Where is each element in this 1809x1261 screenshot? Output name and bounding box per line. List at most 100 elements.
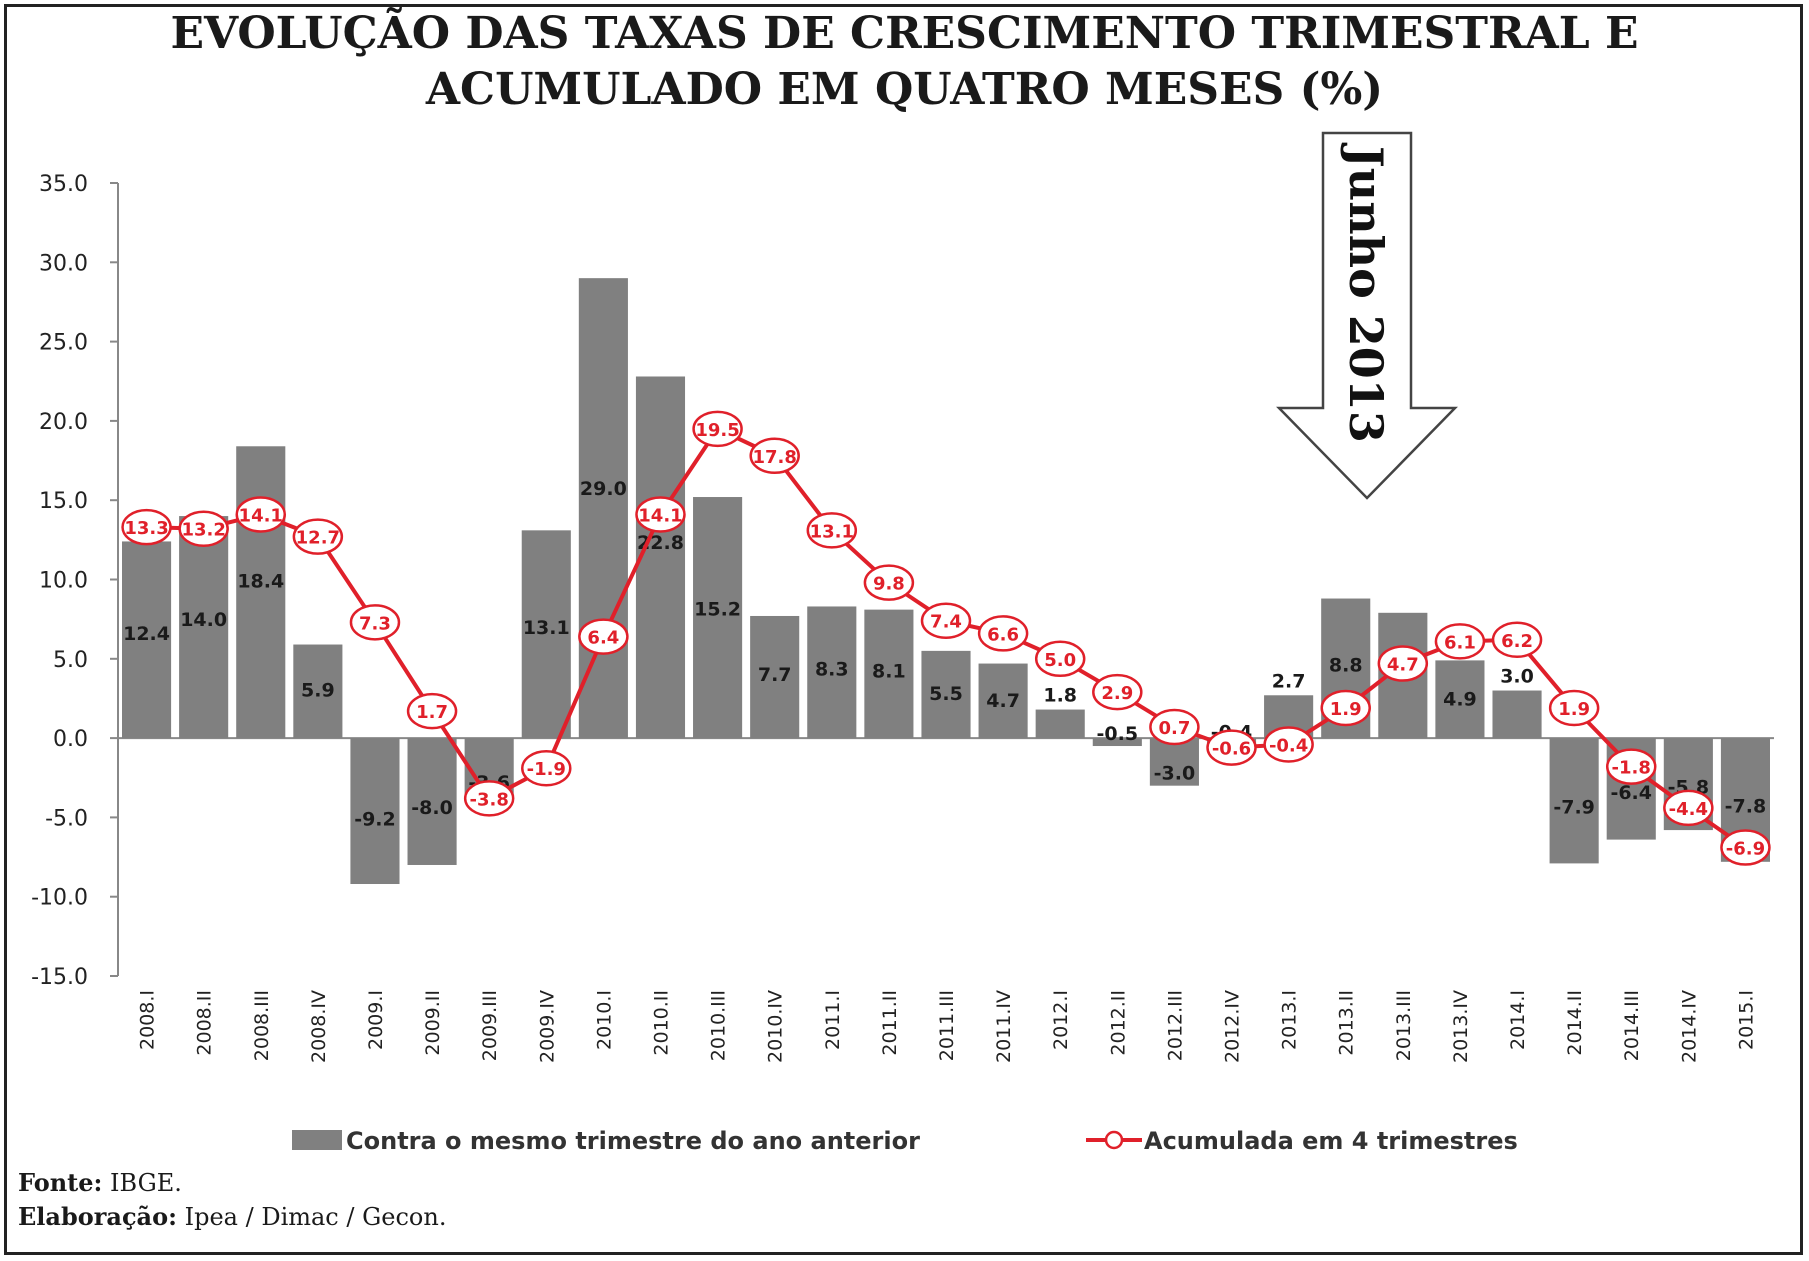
y-tick-label: 5.0	[53, 648, 88, 673]
bar	[1035, 709, 1085, 739]
bar-value-label: -7.9	[1553, 796, 1595, 818]
y-tick-label: 35.0	[39, 172, 88, 197]
line-marker	[749, 437, 800, 475]
x-tick-label: 2011.IV	[993, 990, 1015, 1063]
line-marker	[977, 615, 1029, 652]
x-tick-label: 2009.III	[479, 990, 501, 1061]
line-value-label: 13.1	[810, 521, 854, 542]
legend: Contra o mesmo trimestre do ano anterior…	[292, 1127, 1518, 1155]
bar	[693, 497, 743, 739]
line-point: 4.7	[1377, 645, 1429, 682]
line-marker	[463, 780, 515, 817]
title-line-1: EVOLUÇÃO DAS TAXAS DE CRESCIMENTO TRIMES…	[170, 8, 1639, 59]
y-tick-label: 15.0	[39, 489, 88, 514]
line-value-label: -3.8	[469, 789, 508, 810]
x-tick-label: 2010.I	[593, 990, 615, 1050]
x-tick-label: 2008.I	[137, 990, 159, 1050]
line-marker	[1548, 689, 1600, 727]
down-arrow-icon	[1276, 131, 1458, 500]
line-marker	[1149, 708, 1200, 746]
x-tick-label: 2013.II	[1336, 990, 1358, 1056]
bar-value-label: 18.4	[237, 571, 284, 593]
bar	[236, 446, 286, 739]
line-marker	[578, 618, 629, 655]
bar	[864, 609, 914, 739]
line-point: -0.6	[1206, 729, 1257, 766]
line-value-label: -1.8	[1612, 758, 1651, 779]
line-value-label: 1.9	[1558, 699, 1590, 720]
x-tick-label: 2012.IV	[1222, 990, 1244, 1063]
line-marker	[1434, 623, 1486, 660]
bar-value-label: 5.5	[929, 683, 963, 705]
bar-value-label: 8.3	[815, 659, 849, 681]
x-tick-label: 2012.I	[1050, 990, 1072, 1050]
bar-value-label: -3.0	[1154, 763, 1196, 785]
y-tick-label: -10.0	[31, 886, 88, 911]
bar	[521, 530, 571, 739]
line-value-label: 13.3	[124, 518, 168, 539]
line-marker	[121, 508, 172, 546]
bar	[179, 516, 229, 739]
line-point: 6.6	[977, 615, 1029, 652]
y-tick-label: 10.0	[39, 569, 88, 594]
bar-value-label: -0.5	[1097, 723, 1139, 745]
line-point: 14.1	[235, 496, 287, 533]
x-tick-label: 2013.IV	[1450, 990, 1472, 1063]
bar-value-label: 12.4	[123, 623, 170, 645]
line-point: 7.3	[349, 604, 401, 641]
line-value-label: 5.0	[1044, 650, 1076, 671]
x-tick-label: 2014.I	[1507, 990, 1529, 1050]
title-line-2: ACUMULADO EM QUATRO MESES (%)	[425, 64, 1384, 115]
y-tick-label: -15.0	[31, 965, 88, 990]
legend-bar-swatch	[292, 1130, 342, 1150]
line-marker	[1320, 689, 1371, 727]
x-tick-label: 2009.IV	[536, 990, 558, 1063]
line-value-label: 4.7	[1387, 655, 1419, 676]
line-value-label: 13.2	[181, 520, 225, 541]
x-tick-label: 2012.III	[1164, 990, 1186, 1061]
line-point: 14.1	[635, 496, 686, 533]
line-value-label: -0.6	[1212, 739, 1251, 760]
line-value-label: -1.9	[527, 759, 566, 780]
line-marker	[1720, 829, 1771, 866]
line-point: 12.7	[292, 518, 344, 555]
line-marker	[1491, 621, 1543, 659]
bar-value-label: -6.4	[1610, 782, 1652, 804]
line-value-label: 1.7	[416, 702, 448, 723]
bar-value-label: 8.1	[872, 660, 906, 682]
source-line: Fonte: IBGE.	[18, 1166, 182, 1200]
bar	[293, 644, 343, 739]
line-point: 6.4	[578, 618, 629, 655]
line-point: -3.8	[463, 780, 515, 817]
x-tick-label: 2013.I	[1279, 990, 1301, 1050]
line-marker	[863, 564, 915, 601]
junho-2013-annotation: Junho 2013	[1276, 131, 1458, 500]
line-marker	[1605, 748, 1657, 785]
line-value-label: 19.5	[695, 420, 739, 441]
line-marker	[635, 496, 686, 533]
line-point: -1.8	[1605, 748, 1657, 785]
x-tick-label: 2010.II	[650, 990, 672, 1056]
x-axis-labels: 2008.I 2008.II 2008.III 2008.IV 2009.I 2009.I…	[137, 990, 1758, 1063]
legend-line-label: Acumulada em 4 trimestres	[1144, 1127, 1518, 1155]
bar-value-label: 14.0	[180, 609, 227, 631]
line-value-label: 1.9	[1330, 699, 1362, 720]
bar-value-label: 15.2	[694, 599, 741, 621]
elaboracao-label: Elaboração:	[18, 1202, 177, 1231]
fonte-label: Fonte:	[18, 1168, 103, 1197]
y-tick-label: 30.0	[39, 251, 88, 276]
x-tick-label: 2009.I	[365, 990, 387, 1050]
fonte-value: IBGE.	[110, 1169, 182, 1197]
bar-value-label: -8.0	[411, 797, 453, 819]
line-marker	[1034, 640, 1086, 678]
line-marker	[292, 518, 344, 555]
bar-value-label: 2.7	[1272, 670, 1306, 692]
line-marker	[178, 510, 229, 547]
bar	[578, 278, 628, 739]
line-marker	[1377, 645, 1429, 682]
line-value-label: 7.4	[930, 612, 962, 633]
line-value-label: 6.4	[587, 628, 619, 649]
line-value-label: -0.4	[1269, 735, 1308, 756]
line-point: 7.4	[920, 602, 972, 639]
